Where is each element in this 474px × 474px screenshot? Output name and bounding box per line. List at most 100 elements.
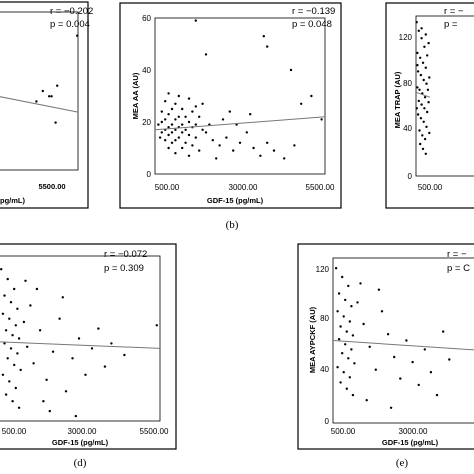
panel-e-point: [353, 362, 356, 365]
panel-e-point: [362, 322, 365, 326]
panel-e-point: [337, 338, 341, 341]
panel-e-caption: (e): [396, 457, 409, 469]
panel-b-point: [167, 133, 170, 137]
panel-b-point: [170, 131, 174, 134]
panel-a-x-tick: 5500.00: [38, 182, 65, 191]
panel-d-point: [48, 409, 51, 413]
panel-c-point: [416, 70, 420, 73]
panel-d-point: [14, 386, 17, 390]
panel-c-point: [428, 131, 431, 135]
panel-c-point: [424, 66, 427, 69]
panel-c-point: [424, 152, 427, 155]
panel-c-point: [416, 63, 419, 67]
panel-d-x-tick-5500: 5500.00: [140, 427, 169, 436]
panel-b-y-tick-0: 0: [147, 170, 152, 179]
panel-b-point: [158, 136, 162, 139]
panel-d-point: [38, 329, 42, 332]
panel-b-point: [194, 105, 197, 108]
panel-d-trend-line: [0, 341, 161, 349]
panel-b-point: [177, 94, 180, 98]
panel-d-point: [19, 368, 22, 372]
panel-a-point: [54, 121, 57, 124]
panel-e-point: [423, 348, 426, 351]
panel-b-point: [187, 154, 191, 157]
panel-e-point: [337, 292, 341, 295]
panel-a-point: [76, 34, 79, 37]
panel-b-point: [310, 94, 313, 98]
panel-d-point: [58, 317, 61, 320]
panel-c-point: [421, 134, 424, 137]
panel-a-point: [41, 89, 44, 93]
panel-c-r-value: r = −: [444, 6, 464, 17]
panel-d-x-label: GDF-15 (pg/mL): [52, 438, 109, 447]
panel-b-point: [181, 146, 184, 150]
panel-c-trend-line: [415, 91, 431, 98]
panel-b-point: [170, 141, 174, 144]
panel-e-point: [336, 310, 339, 313]
panel-e-x-tick-3000: 3000.00: [399, 427, 428, 436]
panel-d-point: [4, 393, 8, 396]
panel-b-point: [245, 131, 248, 134]
panel-d-point: [26, 345, 29, 348]
panel-b-p-value: p = 0.048: [292, 19, 332, 30]
panel-c-point: [417, 99, 420, 103]
panel-b-point: [283, 157, 286, 160]
panel-d-p-value: p = 0.309: [104, 263, 144, 274]
panel-e-y-tick-120: 120: [316, 265, 330, 274]
panel-a-plot-area: [0, 11, 79, 171]
panel-e-p-value: p = C: [447, 263, 470, 274]
panel-c-x-tick-500: 500.00: [418, 183, 443, 192]
panel-c-point: [422, 78, 425, 82]
panel-e-point: [351, 393, 355, 397]
panel-d-point: [8, 317, 11, 320]
panel-c-point: [421, 61, 425, 64]
panel-a-x-label: pg/mL): [0, 196, 25, 205]
panel-d-point: [35, 287, 39, 291]
panel-d-point: [71, 357, 74, 360]
panel-b-point: [174, 128, 177, 131]
panel-e-point: [336, 366, 339, 369]
panel-b-point: [170, 107, 174, 111]
panel-c-point: [415, 21, 418, 24]
panel-c-point: [427, 101, 430, 104]
panel-b-point: [194, 19, 197, 22]
panel-c-point: [423, 107, 426, 110]
panel-b-point: [187, 133, 191, 137]
panel-e-trend-line: [332, 340, 474, 351]
panel-b-point: [289, 68, 293, 72]
panel-d-caption: (d): [74, 457, 87, 469]
panel-c-point: [422, 120, 425, 124]
panel-d-point: [9, 301, 13, 304]
panel-c-p-value: p =: [444, 19, 458, 30]
panel-b-point: [174, 118, 177, 121]
panel-e-point: [348, 320, 351, 323]
panel-b-x-tick-3000: 3000.00: [229, 183, 258, 192]
panel-e-point: [411, 360, 414, 364]
panel-b-point: [211, 139, 214, 142]
panel-e-y-label: MEA AYPCKF (AU): [308, 306, 317, 373]
panel-d-point: [13, 363, 16, 367]
panel-d: r = −0.072 p = 0.309 500.00 3000.00 5500…: [0, 243, 177, 469]
panel-c-point: [418, 129, 421, 132]
panel-d-point: [90, 347, 94, 350]
panel-b-point: [194, 136, 197, 139]
panel-b-point: [184, 141, 187, 144]
panel-e-point: [386, 333, 390, 336]
panel-e-point: [345, 387, 348, 390]
panel-a: r = −0.202 p = 0.004 5500.00 pg/mL): [0, 1, 93, 209]
panel-d-point: [16, 352, 19, 355]
panel-c-point: [426, 88, 430, 92]
panel-b-point: [320, 118, 323, 121]
panel-b-point: [191, 144, 194, 147]
panel-d-point: [14, 324, 17, 327]
panel-c-point: [423, 45, 426, 48]
panel-d-point: [74, 414, 78, 418]
panel-d-x-tick-3000: 3000.00: [68, 427, 97, 436]
panel-c-y-tick-80: 80: [403, 79, 412, 88]
panel-d-point: [29, 304, 32, 307]
panel-d-point: [42, 400, 45, 403]
panel-a-points: [35, 34, 79, 124]
panel-b-x-tick-5500: 5500.00: [306, 183, 335, 192]
panel-a-point: [35, 100, 38, 103]
panel-c-point: [424, 33, 427, 36]
